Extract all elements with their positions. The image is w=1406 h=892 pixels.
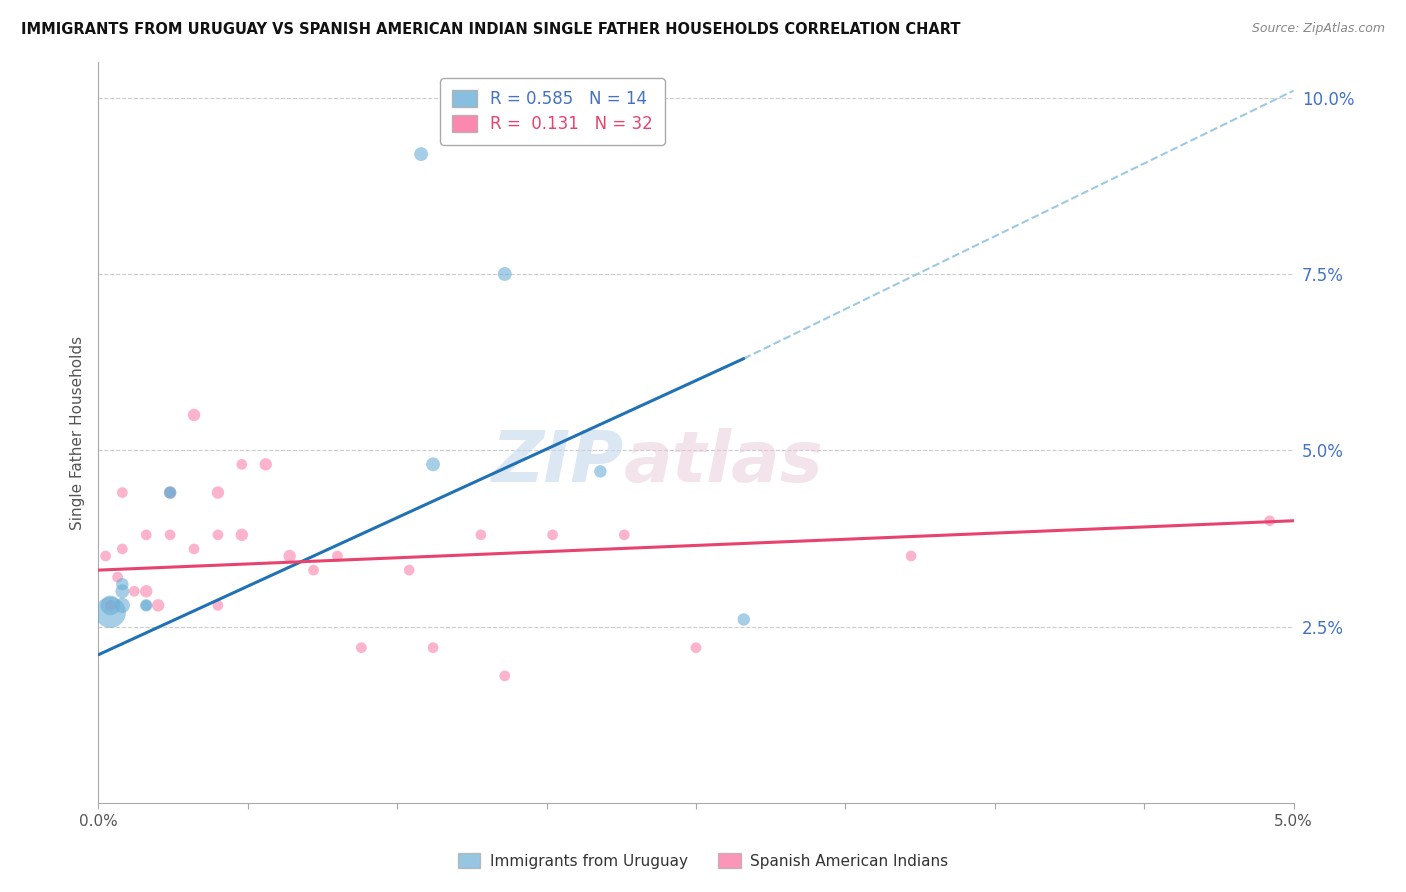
- Legend: R = 0.585   N = 14, R =  0.131   N = 32: R = 0.585 N = 14, R = 0.131 N = 32: [440, 78, 665, 145]
- Point: [98, 606, 122, 620]
- Point: [94, 549, 117, 563]
- Point: [302, 563, 325, 577]
- Legend: Immigrants from Uruguay, Spanish American Indians: Immigrants from Uruguay, Spanish America…: [451, 847, 955, 875]
- Point: [207, 485, 229, 500]
- Point: [159, 485, 181, 500]
- Point: [98, 599, 122, 613]
- Point: [159, 485, 181, 500]
- Point: [159, 485, 181, 500]
- Point: [111, 541, 134, 556]
- Point: [470, 528, 492, 542]
- Point: [207, 599, 229, 613]
- Point: [278, 549, 301, 563]
- Point: [111, 584, 134, 599]
- Text: atlas: atlas: [624, 428, 824, 497]
- Point: [111, 577, 134, 591]
- Point: [494, 669, 516, 683]
- Text: Source: ZipAtlas.com: Source: ZipAtlas.com: [1251, 22, 1385, 36]
- Point: [231, 528, 253, 542]
- Point: [111, 599, 134, 613]
- Point: [98, 599, 122, 613]
- Point: [254, 458, 277, 472]
- Point: [207, 528, 229, 542]
- Point: [733, 612, 755, 626]
- Point: [183, 408, 205, 422]
- Text: ZIP: ZIP: [492, 428, 624, 497]
- Point: [398, 563, 420, 577]
- Point: [135, 528, 157, 542]
- Y-axis label: Single Father Households: Single Father Households: [69, 335, 84, 530]
- Point: [613, 528, 636, 542]
- Point: [685, 640, 707, 655]
- Point: [350, 640, 373, 655]
- Point: [107, 570, 129, 584]
- Point: [411, 147, 433, 161]
- Point: [124, 584, 146, 599]
- Point: [159, 528, 181, 542]
- Text: IMMIGRANTS FROM URUGUAY VS SPANISH AMERICAN INDIAN SINGLE FATHER HOUSEHOLDS CORR: IMMIGRANTS FROM URUGUAY VS SPANISH AMERI…: [21, 22, 960, 37]
- Point: [111, 485, 134, 500]
- Point: [589, 464, 612, 478]
- Point: [494, 267, 516, 281]
- Point: [422, 458, 444, 472]
- Point: [135, 584, 157, 599]
- Point: [135, 599, 157, 613]
- Point: [1258, 514, 1281, 528]
- Point: [541, 528, 564, 542]
- Point: [231, 458, 253, 472]
- Point: [326, 549, 349, 563]
- Point: [135, 599, 157, 613]
- Point: [422, 640, 444, 655]
- Point: [183, 541, 205, 556]
- Point: [900, 549, 922, 563]
- Point: [148, 599, 170, 613]
